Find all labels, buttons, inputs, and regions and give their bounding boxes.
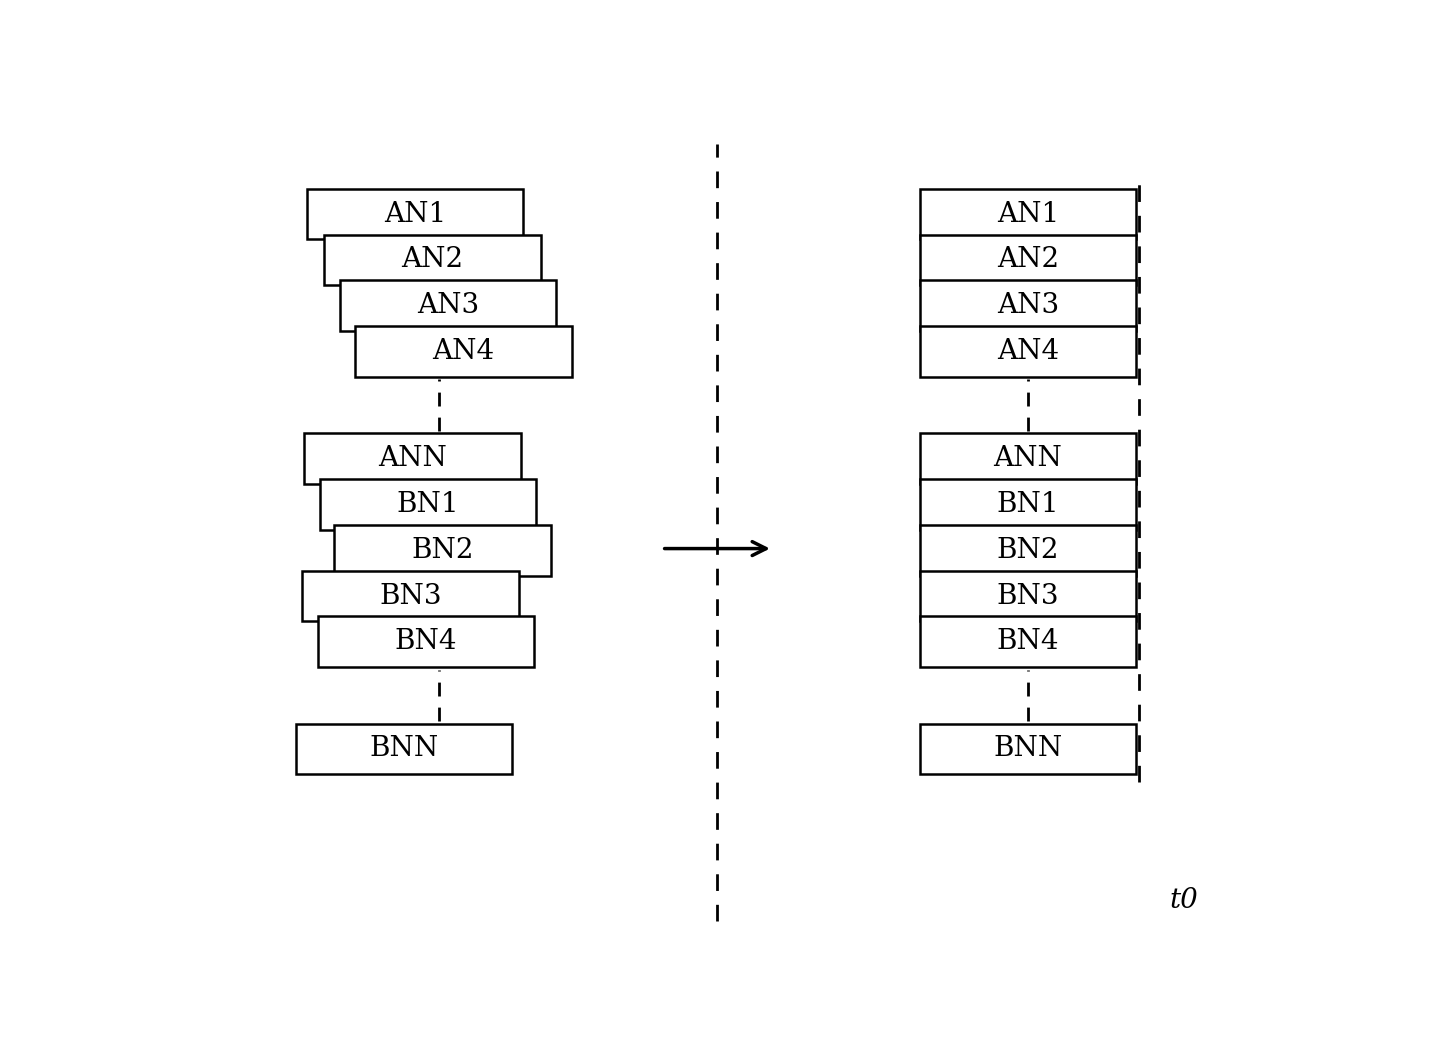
FancyBboxPatch shape	[919, 570, 1136, 621]
FancyBboxPatch shape	[305, 433, 521, 484]
FancyBboxPatch shape	[919, 280, 1136, 331]
FancyBboxPatch shape	[325, 235, 541, 286]
Text: BN2: BN2	[411, 536, 474, 564]
FancyBboxPatch shape	[318, 616, 534, 667]
Text: AN2: AN2	[401, 246, 464, 273]
FancyBboxPatch shape	[335, 525, 551, 576]
FancyBboxPatch shape	[919, 189, 1136, 239]
Text: AN3: AN3	[417, 292, 480, 320]
FancyBboxPatch shape	[355, 326, 571, 377]
Text: AN3: AN3	[997, 292, 1060, 320]
Text: BNN: BNN	[369, 735, 438, 763]
Text: BN1: BN1	[997, 491, 1060, 518]
Text: BN3: BN3	[379, 582, 441, 610]
FancyBboxPatch shape	[919, 616, 1136, 667]
FancyBboxPatch shape	[919, 433, 1136, 484]
Text: BN1: BN1	[397, 491, 460, 518]
Text: t0: t0	[1169, 887, 1197, 913]
Text: AN4: AN4	[432, 338, 494, 365]
FancyBboxPatch shape	[919, 235, 1136, 286]
FancyBboxPatch shape	[295, 723, 513, 774]
FancyBboxPatch shape	[302, 570, 518, 621]
FancyBboxPatch shape	[919, 479, 1136, 530]
Text: ANN: ANN	[994, 445, 1063, 473]
Text: BN4: BN4	[395, 629, 457, 655]
FancyBboxPatch shape	[319, 479, 537, 530]
Text: ANN: ANN	[378, 445, 447, 473]
Text: AN1: AN1	[997, 201, 1060, 227]
Text: BN4: BN4	[997, 629, 1060, 655]
Text: BNN: BNN	[994, 735, 1063, 763]
Text: BN2: BN2	[997, 536, 1060, 564]
FancyBboxPatch shape	[919, 326, 1136, 377]
Text: BN3: BN3	[997, 582, 1060, 610]
FancyBboxPatch shape	[919, 723, 1136, 774]
Text: AN4: AN4	[997, 338, 1060, 365]
Text: AN1: AN1	[384, 201, 445, 227]
FancyBboxPatch shape	[919, 525, 1136, 576]
Text: AN2: AN2	[997, 246, 1060, 273]
FancyBboxPatch shape	[306, 189, 523, 239]
FancyBboxPatch shape	[339, 280, 556, 331]
